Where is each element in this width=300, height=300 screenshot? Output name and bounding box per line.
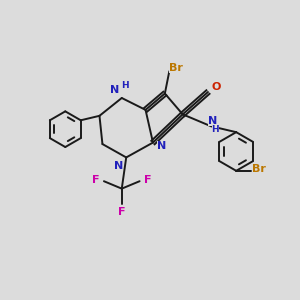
Text: F: F [144,175,152,185]
Text: Br: Br [169,63,183,73]
Text: F: F [118,207,125,217]
Text: F: F [92,175,99,185]
Text: N: N [114,161,123,171]
Text: Br: Br [252,164,266,174]
Text: H: H [212,125,219,134]
Text: N: N [208,116,217,126]
Text: N: N [157,140,167,151]
Text: O: O [212,82,221,92]
Text: H: H [121,81,128,90]
Text: N: N [110,85,119,95]
